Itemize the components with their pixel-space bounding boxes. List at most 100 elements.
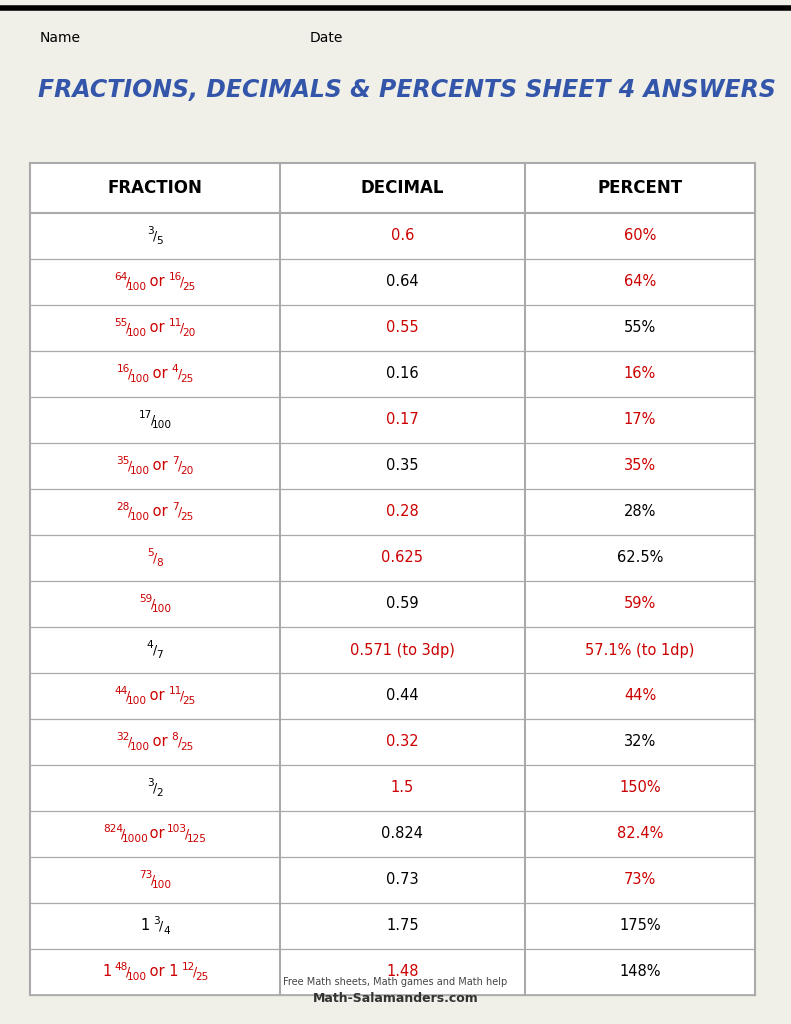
Text: 12: 12 (181, 963, 195, 973)
Text: 62.5%: 62.5% (617, 551, 663, 565)
Text: 8: 8 (172, 732, 179, 742)
Text: 32%: 32% (624, 734, 656, 750)
Text: 100: 100 (152, 420, 172, 429)
Text: 25: 25 (195, 972, 209, 981)
Text: /: / (193, 966, 197, 979)
Text: 55: 55 (114, 318, 127, 329)
Text: /: / (178, 460, 182, 472)
Text: 8: 8 (157, 557, 163, 567)
Text: /: / (178, 368, 182, 381)
Text: or: or (146, 274, 169, 290)
Text: 7: 7 (172, 503, 178, 512)
Text: /: / (150, 414, 155, 427)
Text: 100: 100 (127, 972, 147, 981)
Text: or: or (146, 688, 169, 703)
Text: or: or (146, 826, 169, 842)
Text: /: / (178, 735, 182, 749)
Text: 100: 100 (152, 880, 172, 890)
Text: 17: 17 (139, 411, 152, 421)
Text: /: / (128, 735, 132, 749)
Text: 20: 20 (180, 466, 194, 475)
Text: 0.17: 0.17 (386, 413, 419, 427)
Text: 64: 64 (114, 272, 127, 283)
Text: PERCENT: PERCENT (597, 179, 683, 197)
Text: 100: 100 (130, 741, 149, 752)
Text: 3: 3 (147, 778, 153, 788)
Text: 25: 25 (183, 282, 196, 292)
Text: 55%: 55% (624, 321, 656, 336)
Text: /: / (126, 275, 130, 289)
Text: 17%: 17% (624, 413, 657, 427)
Text: 148%: 148% (619, 965, 660, 980)
Text: 64%: 64% (624, 274, 656, 290)
Text: /: / (126, 322, 130, 335)
Text: or: or (146, 321, 169, 336)
Text: 44: 44 (114, 686, 127, 696)
Text: 100: 100 (127, 328, 147, 338)
Text: /: / (128, 460, 132, 472)
Text: 25: 25 (180, 512, 194, 521)
Text: 1.75: 1.75 (386, 919, 418, 934)
Text: Name: Name (40, 31, 81, 45)
Text: 48: 48 (114, 963, 127, 973)
Text: /: / (150, 597, 155, 610)
Text: 100: 100 (127, 695, 147, 706)
Text: 175%: 175% (619, 919, 660, 934)
Text: 100: 100 (127, 282, 147, 292)
Text: 0.32: 0.32 (386, 734, 418, 750)
Text: 11: 11 (168, 686, 182, 696)
Text: 0.59: 0.59 (386, 597, 418, 611)
Text: 0.28: 0.28 (386, 505, 419, 519)
Bar (30, 163, 755, 995)
Text: /: / (180, 322, 184, 335)
Text: 5: 5 (157, 236, 163, 246)
Text: /: / (128, 368, 132, 381)
Text: 0.16: 0.16 (386, 367, 418, 382)
Text: /: / (128, 506, 132, 518)
Text: or: or (148, 367, 172, 382)
Text: 103: 103 (168, 824, 187, 835)
Text: 57.1% (to 1dp): 57.1% (to 1dp) (585, 642, 694, 657)
Text: 1: 1 (103, 965, 116, 980)
Text: 28%: 28% (624, 505, 657, 519)
Text: 35: 35 (116, 457, 130, 467)
Text: 824: 824 (104, 824, 123, 835)
Text: 0.824: 0.824 (381, 826, 423, 842)
Text: /: / (178, 506, 182, 518)
Text: 0.625: 0.625 (381, 551, 423, 565)
Text: FRACTION: FRACTION (108, 179, 202, 197)
Text: 1.48: 1.48 (386, 965, 418, 980)
Text: /: / (153, 229, 157, 243)
Text: or: or (148, 505, 172, 519)
Text: 20: 20 (183, 328, 196, 338)
Text: 35%: 35% (624, 459, 656, 473)
Text: 0.44: 0.44 (386, 688, 418, 703)
Text: 25: 25 (183, 695, 196, 706)
Text: 1000: 1000 (122, 834, 149, 844)
Text: 100: 100 (130, 512, 149, 521)
Text: 100: 100 (152, 603, 172, 613)
Text: 0.571 (to 3dp): 0.571 (to 3dp) (350, 642, 455, 657)
Text: 44%: 44% (624, 688, 656, 703)
Text: Math-Salamanders.com: Math-Salamanders.com (312, 991, 479, 1005)
Text: 16: 16 (116, 365, 130, 375)
Text: FRACTIONS, DECIMALS & PERCENTS SHEET 4 ANSWERS: FRACTIONS, DECIMALS & PERCENTS SHEET 4 A… (38, 78, 776, 102)
Text: 1.5: 1.5 (391, 780, 414, 796)
Text: /: / (180, 275, 184, 289)
Text: 16: 16 (168, 272, 182, 283)
Text: 0.55: 0.55 (386, 321, 418, 336)
Text: 16%: 16% (624, 367, 656, 382)
Text: 100: 100 (130, 374, 149, 384)
Text: 1: 1 (141, 919, 155, 934)
Text: or 1: or 1 (145, 965, 183, 980)
Text: 25: 25 (180, 741, 194, 752)
Text: /: / (160, 920, 164, 933)
Text: or: or (148, 459, 172, 473)
Text: 100: 100 (130, 466, 149, 475)
Text: 11: 11 (168, 318, 182, 329)
Text: or: or (148, 734, 172, 750)
Text: 73: 73 (139, 870, 152, 881)
Text: 4: 4 (163, 926, 169, 936)
Text: 0.73: 0.73 (386, 872, 418, 888)
Text: /: / (153, 781, 157, 795)
